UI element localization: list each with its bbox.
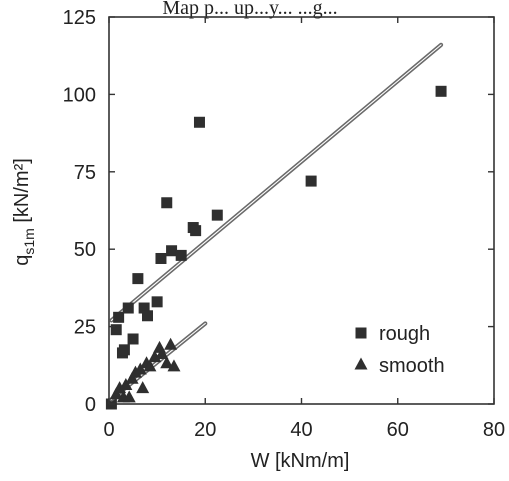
- data-point-smooth-14: [160, 356, 174, 369]
- data-point-rough-10: [151, 296, 163, 308]
- data-point-rough-4: [118, 344, 130, 356]
- data-point-smooth-8: [136, 381, 150, 394]
- y-axis-label-unit: [kN/m²]: [11, 158, 33, 228]
- x-tick-label-1: 20: [194, 419, 216, 441]
- y-axis-label: qs1m [kN/m²]: [11, 158, 37, 266]
- y-axis-label-main: q: [11, 255, 33, 266]
- legend-marker-smooth: [354, 357, 368, 370]
- data-point-rough-9: [142, 310, 153, 322]
- data-point-smooth-7: [133, 362, 147, 375]
- data-point-rough-8: [138, 302, 150, 314]
- legend-label-smooth: smooth: [379, 355, 445, 377]
- data-point-smooth-3: [119, 377, 133, 390]
- x-axis-label: W [kNm/m]: [251, 450, 350, 472]
- x-tick-label-4: 80: [483, 419, 505, 441]
- data-point-smooth-1: [113, 381, 127, 394]
- data-point-smooth-11: [148, 350, 162, 363]
- data-point-smooth-10: [143, 359, 157, 372]
- y-axis-ticks: 0 25 50 75 100 125: [63, 7, 494, 416]
- data-point-rough-20: [435, 85, 447, 97]
- y-tick-label-4: 100: [63, 84, 96, 106]
- data-point-rough-7: [132, 273, 144, 285]
- data-point-smooth-5: [125, 371, 139, 384]
- data-point-smooth-13: [155, 347, 169, 360]
- y-axis-label-sub: s1m: [21, 228, 37, 254]
- y-tick-label-5: 125: [63, 7, 96, 29]
- data-point-rough-12: [161, 197, 173, 209]
- data-point-smooth-0: [109, 387, 123, 400]
- y-tick-label-0: 0: [85, 394, 96, 416]
- data-point-rough-11: [155, 252, 167, 264]
- legend-marker-rough: [355, 327, 367, 339]
- data-point-rough-13: [166, 245, 178, 257]
- data-point-rough-6: [127, 333, 139, 345]
- chart-top-caption: Map p... up...y... ...g...: [162, 0, 337, 19]
- fit-line-rough-inner: [110, 44, 442, 321]
- legend: rough smooth: [354, 323, 445, 377]
- data-point-rough-2: [113, 311, 125, 323]
- data-point-smooth-4: [122, 390, 136, 403]
- legend-label-rough: rough: [379, 323, 430, 345]
- y-tick-label-1: 25: [74, 317, 96, 339]
- data-point-rough-18: [211, 209, 223, 221]
- data-point-rough-17: [193, 116, 205, 128]
- x-tick-label-3: 60: [387, 419, 409, 441]
- x-axis-ticks: 0 20 40 60 80: [103, 17, 505, 441]
- data-point-rough-1: [110, 324, 122, 336]
- data-point-rough-19: [305, 175, 317, 187]
- x-tick-label-2: 40: [290, 419, 312, 441]
- y-tick-label-2: 50: [74, 239, 96, 261]
- data-point-rough-14: [175, 249, 187, 261]
- data-point-smooth-15: [164, 337, 178, 350]
- y-tick-label-3: 75: [74, 162, 96, 184]
- data-point-rough-16: [190, 225, 202, 237]
- data-point-rough-5: [122, 302, 134, 314]
- data-point-smooth-16: [167, 359, 181, 372]
- x-tick-label-0: 0: [103, 419, 114, 441]
- plot-content: [105, 42, 447, 410]
